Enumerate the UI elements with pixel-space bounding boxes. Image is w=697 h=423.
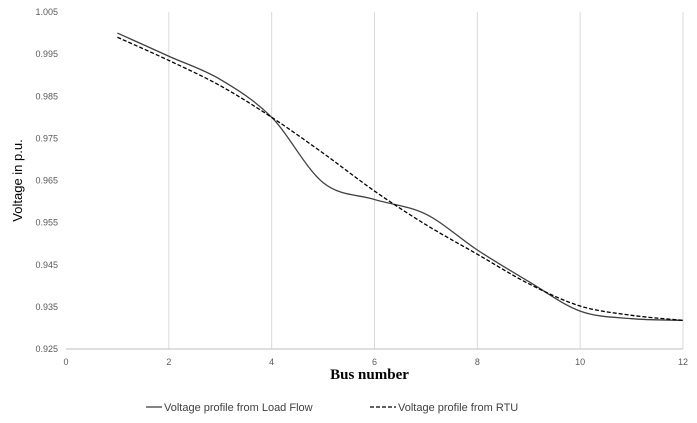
y-axis-label: Voltage in p.u. — [10, 139, 25, 221]
x-tick-label: 8 — [475, 357, 480, 367]
series-lines — [117, 32, 684, 322]
legend-label-rtu: Voltage profile from RTU — [398, 402, 518, 414]
x-tick-label: 12 — [678, 357, 688, 367]
y-tick-label: 0.935 — [35, 302, 58, 312]
y-tick-label: 0.955 — [35, 218, 58, 228]
x-axis-label: Bus number — [330, 367, 409, 383]
x-tick-label: 2 — [166, 357, 171, 367]
y-tick-label: 0.925 — [35, 344, 58, 354]
x-tick-label: 0 — [63, 357, 68, 367]
series-line-load-flow — [117, 32, 684, 322]
y-tick-label: 0.985 — [35, 91, 58, 101]
x-tick-label: 4 — [269, 357, 274, 367]
y-tick-label: 0.995 — [35, 49, 58, 59]
legend: Voltage profile from Load Flow Voltage p… — [146, 402, 518, 414]
legend-label-load-flow: Voltage profile from Load Flow — [164, 402, 313, 414]
y-tick-label: 1.005 — [35, 7, 58, 17]
x-tick-label: 6 — [372, 357, 377, 367]
x-tick-labels: 0 2 4 6 8 10 12 — [63, 357, 688, 367]
gridlines — [168, 12, 684, 349]
y-tick-labels: 0.925 0.935 0.945 0.955 0.965 0.975 0.985 0.995… — [35, 7, 58, 354]
series-line-rtu — [117, 36, 684, 322]
y-tick-label: 0.945 — [35, 260, 58, 270]
x-tick-label: 10 — [575, 357, 585, 367]
y-tick-label: 0.965 — [35, 176, 58, 186]
y-tick-label: 0.975 — [35, 133, 58, 143]
